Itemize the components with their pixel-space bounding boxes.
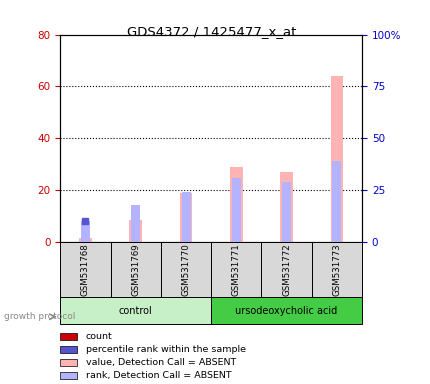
Bar bbox=[81, 221, 90, 242]
Text: GSM531768: GSM531768 bbox=[81, 243, 90, 296]
Text: GSM531769: GSM531769 bbox=[131, 243, 140, 296]
Text: value, Detection Call = ABSENT: value, Detection Call = ABSENT bbox=[86, 358, 235, 367]
Bar bbox=[179, 193, 192, 242]
Text: GSM531771: GSM531771 bbox=[231, 243, 240, 296]
Bar bbox=[230, 167, 242, 242]
Text: control: control bbox=[119, 306, 152, 316]
Bar bbox=[282, 182, 291, 242]
Bar bbox=[129, 220, 142, 242]
Bar bbox=[280, 172, 292, 242]
Bar bbox=[181, 192, 190, 242]
Text: count: count bbox=[86, 332, 112, 341]
Bar bbox=[60, 242, 111, 298]
Bar bbox=[332, 161, 341, 242]
Text: percentile rank within the sample: percentile rank within the sample bbox=[86, 345, 245, 354]
Bar bbox=[261, 242, 311, 298]
Bar bbox=[60, 372, 77, 379]
Text: rank, Detection Call = ABSENT: rank, Detection Call = ABSENT bbox=[86, 371, 231, 380]
Text: ursodeoxycholic acid: ursodeoxycholic acid bbox=[235, 306, 337, 316]
Bar bbox=[311, 242, 361, 298]
Text: GSM531770: GSM531770 bbox=[181, 243, 190, 296]
Bar bbox=[60, 297, 211, 324]
Text: GDS4372 / 1425477_x_at: GDS4372 / 1425477_x_at bbox=[126, 25, 295, 38]
Bar bbox=[60, 359, 77, 366]
Bar bbox=[60, 333, 77, 340]
Bar bbox=[211, 297, 361, 324]
Bar bbox=[79, 238, 92, 242]
Bar bbox=[131, 205, 140, 242]
Bar bbox=[211, 242, 261, 298]
Bar bbox=[111, 242, 160, 298]
Bar bbox=[330, 76, 342, 242]
Text: GSM531773: GSM531773 bbox=[332, 243, 341, 296]
Bar bbox=[231, 178, 240, 242]
Text: GSM531772: GSM531772 bbox=[282, 243, 290, 296]
Bar bbox=[160, 242, 211, 298]
Text: growth protocol: growth protocol bbox=[4, 312, 76, 321]
Bar bbox=[60, 346, 77, 353]
